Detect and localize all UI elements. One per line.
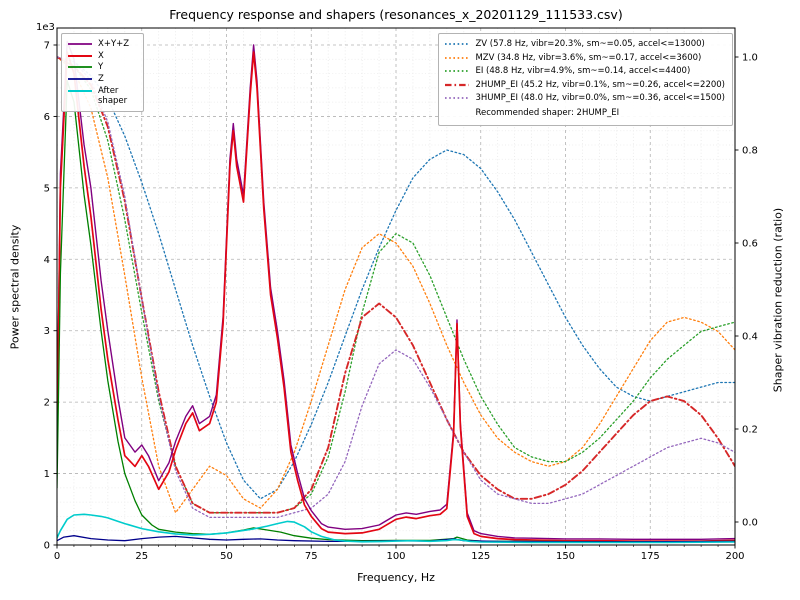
legend-label: EI (48.8 Hz, vibr=4.9%, sm~=0.14, accel<… <box>475 66 691 77</box>
legend-line-sample-3HUMP_EI <box>445 97 470 100</box>
legend-label: After shaper <box>98 85 128 107</box>
legend-item-ZV: ZV (57.8 Hz, vibr=20.3%, sm~=0.05, accel… <box>444 38 725 52</box>
left-y-tick-label: 0 <box>44 541 50 552</box>
data-series <box>57 40 735 544</box>
legend-item-X: X <box>67 50 136 62</box>
legend-line-sample-ZV <box>445 43 470 45</box>
chart-title: Frequency response and shapers (resonanc… <box>169 7 623 22</box>
right-y-tick-label: 1.0 <box>742 53 758 64</box>
series-X <box>57 51 735 542</box>
legend-item-Z: Z <box>67 73 136 85</box>
legend-line-sample-2HUMP_EI <box>445 83 470 86</box>
left-y-tick-label: 4 <box>44 255 50 266</box>
legend-label: 2HUMP_EI (45.2 Hz, vibr=0.1%, sm~=0.26, … <box>475 79 725 90</box>
left-y-tick-label: 3 <box>44 326 50 337</box>
right-y-tick-label: 0.0 <box>742 518 758 529</box>
y-axis-offset-text: 1e3 <box>36 22 55 33</box>
shaper-legend: ZV (57.8 Hz, vibr=20.3%, sm~=0.05, accel… <box>438 33 733 126</box>
right-y-axis-label: Shaper vibration reduction (ratio) <box>771 207 785 393</box>
right-y-tick-label: 0.2 <box>742 425 758 436</box>
series-ZV <box>57 56 735 500</box>
legend-line-sample-EI <box>445 70 470 73</box>
legend-item-2HUMP_EI: 2HUMP_EI (45.2 Hz, vibr=0.1%, sm~=0.26, … <box>444 79 725 93</box>
series-X+Y+Z <box>57 40 735 540</box>
x-tick-label: 125 <box>471 551 490 562</box>
legend-item-MZV: MZV (34.8 Hz, vibr=3.6%, sm~=0.17, accel… <box>444 52 725 66</box>
right-y-tick-label: 0.8 <box>742 146 758 157</box>
legend-line-sample-Y <box>68 66 92 69</box>
x-tick-label: 50 <box>220 551 233 562</box>
x-tick-label: 25 <box>135 551 148 562</box>
x-tick-label: 100 <box>386 551 405 562</box>
x-axis-label: Frequency, Hz <box>357 571 435 584</box>
legend-label: X <box>98 50 104 61</box>
x-tick-label: 0 <box>54 551 60 562</box>
series-After shaper <box>57 513 735 544</box>
right-y-tick-label: 0.4 <box>742 332 758 343</box>
legend-line-sample-X <box>68 54 92 57</box>
legend-line-sample-Z <box>68 78 92 80</box>
x-tick-label: 150 <box>556 551 575 562</box>
left-y-axis-label: Power spectral density <box>8 224 22 350</box>
left-y-tick-label: 7 <box>44 41 50 52</box>
right-y-tick-label: 0.6 <box>742 239 758 250</box>
legend-line-sample-X+Y+Z <box>68 43 92 45</box>
left-y-tick-label: 1 <box>44 469 50 480</box>
psd-legend: X+Y+Z X Y Z After shaper <box>61 33 144 112</box>
recommended-shaper-text: Recommended shaper: 2HUMP_EI <box>475 107 620 118</box>
legend-label: 3HUMP_EI (48.0 Hz, vibr=0.0%, sm~=0.36, … <box>475 93 725 104</box>
legend-item-After shaper: After shaper <box>67 85 136 107</box>
legend-label: Y <box>98 62 104 73</box>
series-MZV <box>57 56 735 514</box>
axes: 0 25 50 75 100 125 150 175 200 0 1 2 3 4 5 6 7 0.0 0.2 0.4 0… <box>44 27 758 562</box>
left-y-tick-label: 6 <box>44 112 50 123</box>
legend-label: MZV (34.8 Hz, vibr=3.6%, sm~=0.17, accel… <box>475 52 702 63</box>
x-tick-label: 75 <box>305 551 318 562</box>
legend-label: X+Y+Z <box>98 39 130 49</box>
x-tick-label: 200 <box>725 551 744 562</box>
legend-line-sample-After shaper <box>68 89 92 92</box>
legend-line-sample-MZV <box>445 56 470 59</box>
legend-label: ZV (57.8 Hz, vibr=20.3%, sm~=0.05, accel… <box>475 39 705 49</box>
x-tick-label: 175 <box>641 551 660 562</box>
legend-label: Z <box>98 73 104 84</box>
legend-item-EI: EI (48.8 Hz, vibr=4.9%, sm~=0.14, accel<… <box>444 65 725 79</box>
legend-item-3HUMP_EI: 3HUMP_EI (48.0 Hz, vibr=0.0%, sm~=0.36, … <box>444 92 725 106</box>
series-2HUMP_EI <box>57 56 735 514</box>
series-3HUMP_EI <box>57 56 735 519</box>
legend-item-X+Y+Z: X+Y+Z <box>67 38 136 50</box>
left-y-tick-label: 5 <box>44 183 50 194</box>
left-y-tick-label: 2 <box>44 398 50 409</box>
legend-item-Y: Y <box>67 61 136 73</box>
